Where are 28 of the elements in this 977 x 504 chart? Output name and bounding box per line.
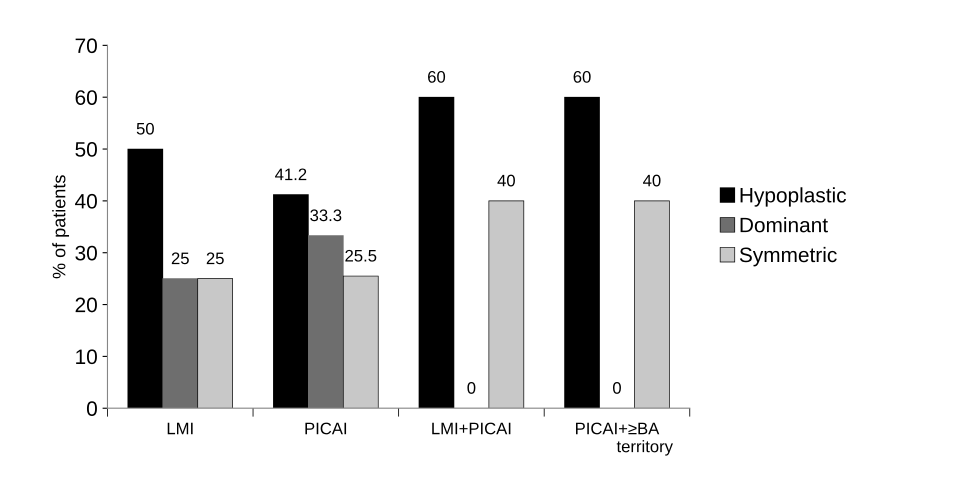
y-tick-label: 50 <box>75 142 97 157</box>
legend-label: Symmetric <box>740 246 837 266</box>
data-label: 41.2 <box>275 168 306 180</box>
data-label: 0 <box>467 382 476 394</box>
legend-label: Hypoplastic <box>740 187 846 207</box>
data-label: 25 <box>206 252 224 264</box>
y-tick-label: 30 <box>75 246 97 260</box>
x-tick-label: PICAI+≥BA territory <box>576 422 673 456</box>
y-tick-label: 10 <box>76 349 97 364</box>
y-tick-label: 0 <box>86 401 97 416</box>
y-tick-label: 60 <box>76 90 97 105</box>
data-label: 40 <box>643 174 661 186</box>
x-tick-label: LMI+PICAI <box>432 422 510 434</box>
y-tick-label: 20 <box>76 298 97 312</box>
data-label: 60 <box>428 70 446 83</box>
data-label: 25.5 <box>345 250 376 262</box>
y-tick-label: 40 <box>75 194 97 209</box>
data-label: 0 <box>612 382 621 394</box>
data-label: 40 <box>497 174 515 186</box>
x-tick-label: LMI <box>168 422 193 434</box>
y-axis-title: % of patients <box>52 175 70 278</box>
x-tick-label: PICAI <box>305 422 346 434</box>
legend-label: Dominant <box>740 217 828 232</box>
y-tick-label: 70 <box>76 38 97 54</box>
data-label: 25 <box>172 252 189 264</box>
data-label: 60 <box>574 70 591 83</box>
data-label: 33.3 <box>310 209 342 222</box>
data-label: 50 <box>136 122 154 135</box>
